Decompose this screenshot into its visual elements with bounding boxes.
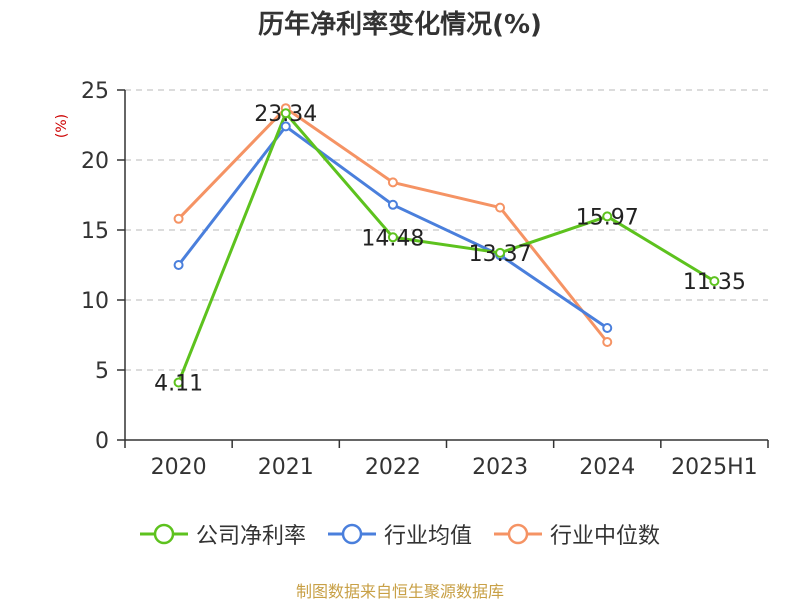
x-tick-label: 2023: [472, 455, 528, 480]
legend-line-marker-icon: [494, 523, 542, 545]
data-point: [173, 213, 184, 224]
data-label: 13.37: [469, 242, 532, 267]
source-note: 制图数据来自恒生聚源数据库: [295, 582, 504, 601]
x-tick-label: 2022: [365, 455, 421, 480]
y-tick-label: 25: [81, 79, 109, 104]
data-point: [602, 337, 613, 347]
legend-label: 公司净利率: [195, 524, 306, 549]
data-point: [173, 260, 184, 270]
data-point: [280, 108, 291, 119]
y-tick-label: 0: [95, 429, 109, 454]
data-label: 11.35: [683, 270, 746, 295]
y-tick-label: 10: [81, 289, 109, 314]
legend-item-company[interactable]: 公司净利率: [139, 518, 306, 550]
data-point: [602, 323, 613, 333]
data-point: [602, 211, 613, 222]
legend-line-marker-icon: [327, 523, 376, 545]
legend-line-marker-icon: [139, 523, 188, 545]
data-point: [387, 199, 398, 210]
data-point: [495, 202, 506, 213]
data-point: [280, 121, 291, 132]
legend-item-industry-median[interactable]: 行业中位数: [494, 518, 660, 550]
data-point: [495, 247, 506, 258]
y-tick-label: 20: [81, 149, 109, 174]
data-point: [709, 276, 720, 287]
x-tick-label: 2024: [579, 455, 635, 480]
data-point: [173, 377, 184, 388]
data-label: 15.97: [576, 205, 639, 230]
chart-title: 历年净利率变化情况(%): [258, 10, 542, 40]
legend: 公司净利率 行业均值 行业中位数: [0, 518, 800, 550]
data-point: [387, 177, 398, 188]
x-tick-label: 2020: [151, 455, 207, 480]
data-label: 4.11: [154, 371, 203, 396]
data-label: 23.34: [254, 102, 317, 127]
y-tick-label: 5: [95, 359, 109, 384]
data-label: 14.48: [361, 226, 424, 251]
series-line: [177, 106, 609, 343]
legend-label: 行业中位数: [550, 524, 661, 549]
series-line: [177, 111, 716, 384]
data-point: [387, 232, 398, 243]
legend-item-industry-avg[interactable]: 行业均值: [327, 518, 472, 550]
x-tick-label: 2021: [258, 455, 314, 480]
y-tick-label: 15: [81, 219, 109, 244]
x-tick-label: 2025H1: [671, 455, 758, 480]
legend-label: 行业均值: [383, 524, 472, 549]
